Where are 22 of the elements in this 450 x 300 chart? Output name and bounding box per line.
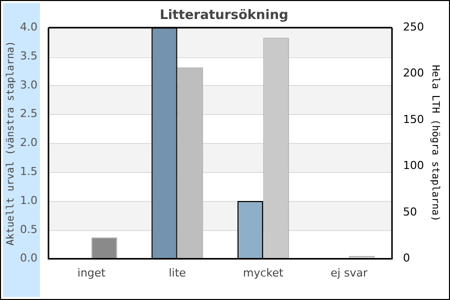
x-tick-label: lite [168, 266, 186, 280]
y2-tick-label: 200 [403, 66, 424, 80]
y2-tick-label: 100 [403, 159, 424, 172]
y-tick-label: 2.5 [20, 107, 38, 120]
y2-tick-label: 50 [403, 205, 418, 218]
y-tick-label: 3.5 [20, 49, 38, 62]
x-tick-label: mycket [243, 266, 284, 280]
x-tick-label: ej svar [330, 266, 368, 280]
y-tick-label: 3.0 [20, 78, 38, 92]
y-tick-label: 1.0 [20, 194, 38, 207]
y-tick-label: 0.5 [20, 222, 38, 236]
y2-tick-label: 250 [403, 20, 424, 34]
chart-title: Litteratursökning [160, 8, 288, 24]
y-tick-label: 4.0 [20, 20, 38, 34]
y2-tick-label: 0 [403, 252, 410, 265]
y-tick-label: 0.0 [20, 252, 38, 265]
y-tick-label: 2.0 [20, 136, 38, 150]
y-tick-label: 1.5 [20, 164, 38, 178]
y-axis-title: Aktuellt urval (vänstra staplarna) [6, 40, 17, 246]
y2-tick-label: 150 [403, 112, 424, 126]
y2-axis-title: Hela LTH (högra staplarna) [429, 64, 440, 222]
x-tick-label: inget [77, 266, 106, 280]
